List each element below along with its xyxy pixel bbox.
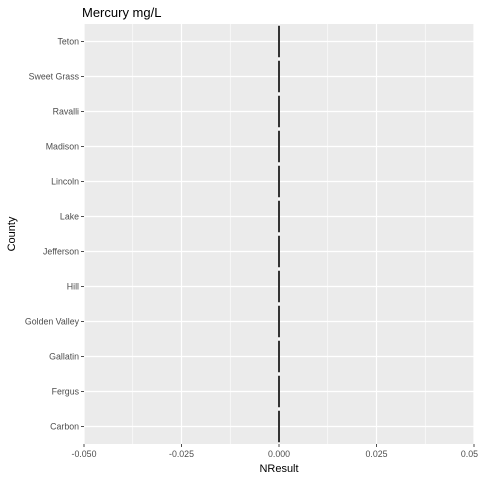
y-tick-label: Ravalli <box>53 107 79 117</box>
bar-sweet-grass <box>278 60 280 93</box>
y-tick-label: Sweet Grass <box>29 72 80 82</box>
y-tick-label: Teton <box>57 37 79 47</box>
bar-ravalli <box>278 95 280 128</box>
bar-teton <box>278 25 280 58</box>
y-tick-label: Carbon <box>50 422 79 432</box>
bar-gallatin <box>278 340 280 373</box>
axes: Carbon Fergus Gallatin Golden Valley Hill Jef… <box>25 37 478 460</box>
y-tick-label: Lake <box>60 212 79 222</box>
x-tick-label: 0.05 <box>461 449 478 459</box>
x-tick-label: 0.000 <box>268 449 290 459</box>
bar-jefferson <box>278 235 280 268</box>
bar-lincoln <box>278 165 280 198</box>
bar-carbon <box>278 410 280 443</box>
data-marks <box>278 25 280 443</box>
y-tick-label: Hill <box>67 282 79 292</box>
bar-fergus <box>278 375 280 408</box>
bar-hill <box>278 270 280 303</box>
bar-madison <box>278 130 280 163</box>
bar-golden-valley <box>278 305 280 338</box>
y-tick-label: Golden Valley <box>25 317 80 327</box>
y-axis-label: County <box>6 216 18 251</box>
y-tick-label: Fergus <box>52 387 80 397</box>
x-tick-label: -0.025 <box>169 449 194 459</box>
y-tick-label: Lincoln <box>51 177 79 187</box>
y-tick-label: Jefferson <box>43 247 79 257</box>
x-axis-label: NResult <box>259 463 298 475</box>
y-tick-label: Gallatin <box>49 352 79 362</box>
x-tick-label: 0.025 <box>365 449 387 459</box>
x-tick-label: -0.050 <box>72 449 97 459</box>
chart-title: Mercury mg/L <box>82 5 161 20</box>
y-tick-label: Madison <box>46 142 79 152</box>
bar-lake <box>278 200 280 233</box>
